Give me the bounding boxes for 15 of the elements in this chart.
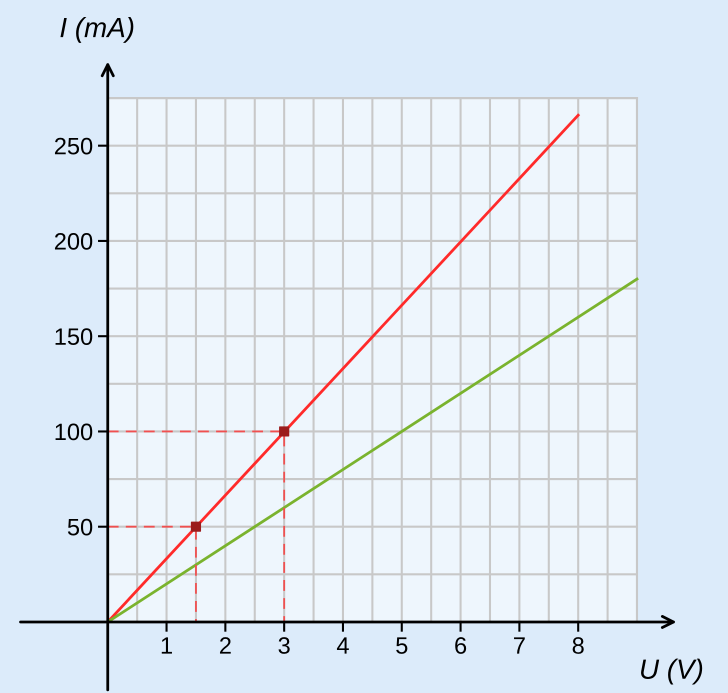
- y-tick-label: 100: [56, 424, 92, 440]
- y-tick-label: 250: [54, 138, 92, 154]
- y-tick-label: 50: [68, 518, 92, 536]
- y-tick-label: 200: [54, 233, 92, 250]
- x-tick-label: 1: [162, 637, 172, 654]
- x-tick-label: 7: [514, 637, 525, 654]
- x-tick-label: 4: [336, 637, 349, 654]
- y-axis-title: I (mA): [60, 17, 134, 43]
- x-tick-label: 5: [396, 637, 408, 654]
- x-axis-title: U (V): [641, 658, 702, 685]
- x-tick-label: 6: [455, 637, 466, 654]
- x-tick-label: 8: [572, 637, 584, 654]
- x-tick-label: 2: [220, 637, 231, 654]
- x-tick-label: 3: [278, 637, 290, 654]
- y-tick-label: 150: [56, 328, 92, 345]
